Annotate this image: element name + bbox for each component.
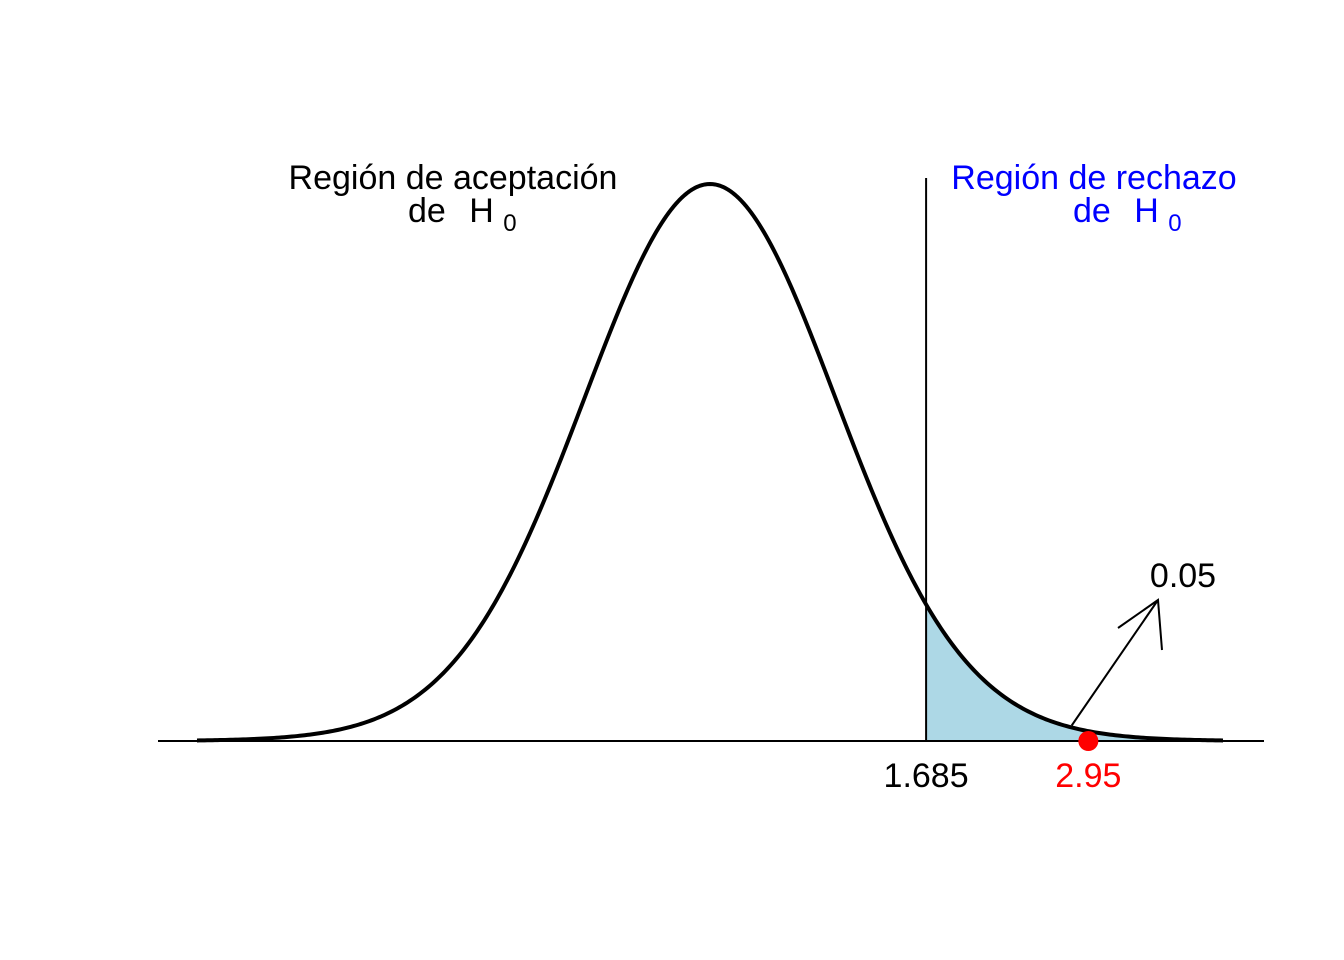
acceptance-de: de xyxy=(408,192,446,230)
acceptance-hypothesis-subscript: 0 xyxy=(503,210,516,237)
alpha-arrow xyxy=(1070,598,1163,727)
acceptance-region-title: Región de aceptación xyxy=(289,159,618,197)
rejection-region-title: Región de rechazo xyxy=(951,159,1236,197)
alpha-label: 0.05 xyxy=(1150,557,1216,595)
observed-value-label: 2.95 xyxy=(1055,757,1121,795)
observed-statistic-point xyxy=(1078,731,1099,751)
rejection-region-subtitle: de H 0 xyxy=(1073,192,1182,237)
rejection-hypothesis: H xyxy=(1134,192,1159,230)
acceptance-region-subtitle: de H 0 xyxy=(408,192,517,237)
acceptance-hypothesis: H xyxy=(469,192,494,230)
rejection-area xyxy=(926,604,1223,741)
critical-value-label: 1.685 xyxy=(884,757,969,795)
rejection-hypothesis-subscript: 0 xyxy=(1168,210,1181,237)
density-curve xyxy=(196,182,1224,743)
rejection-de: de xyxy=(1073,192,1111,230)
